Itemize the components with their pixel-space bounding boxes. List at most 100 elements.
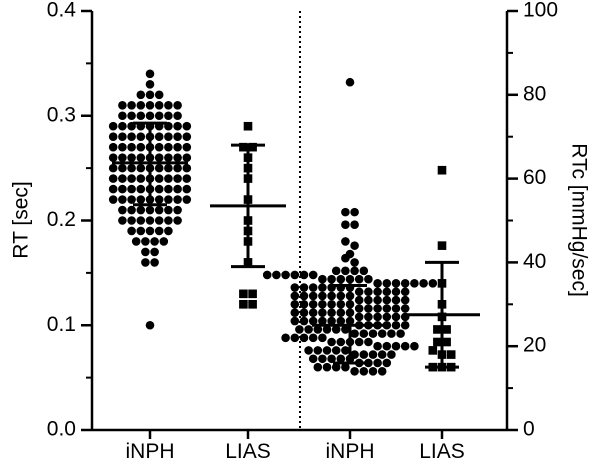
data-point: [382, 287, 392, 297]
data-point: [364, 337, 373, 347]
data-point: [108, 184, 118, 194]
data-point: [341, 220, 350, 229]
data-point: [354, 304, 364, 313]
data-point: [141, 247, 150, 257]
data-point: [136, 184, 146, 194]
data-point: [173, 142, 182, 152]
data-point: [373, 295, 382, 305]
data-point: [308, 300, 318, 309]
data-point: [136, 163, 146, 173]
data-point: [118, 132, 127, 141]
data-point: [145, 69, 155, 79]
data-point: [308, 308, 318, 317]
data-point: [299, 300, 309, 309]
data-point: [136, 153, 146, 162]
data-point: [182, 132, 192, 141]
data-point: [318, 333, 327, 343]
data-point: [350, 207, 359, 217]
data-point: [336, 316, 346, 326]
data-point: [391, 279, 401, 288]
data-point: [164, 153, 173, 162]
data-point: [108, 132, 118, 141]
data-point: [272, 270, 281, 280]
data-point: [290, 316, 300, 326]
data-point: [154, 153, 164, 162]
data-point: [387, 329, 396, 338]
right-axis-title: RTc [mmHg/sec]: [567, 143, 590, 297]
data-point: [127, 132, 136, 141]
data-point: [446, 350, 456, 359]
data-point: [318, 283, 327, 292]
data-point: [136, 132, 146, 141]
data-points: [108, 69, 456, 376]
data-point: [108, 163, 118, 173]
data-point: [182, 142, 192, 152]
data-point: [304, 346, 313, 355]
left-axis-ticks: 0.0 0.1 0.2 0.3 0.4: [47, 0, 92, 441]
data-point: [400, 320, 410, 330]
data-point: [145, 205, 155, 215]
data-point: [354, 274, 364, 284]
data-point: [164, 216, 173, 225]
right-tick-label: 100: [523, 0, 558, 22]
data-point: [364, 304, 373, 313]
data-point: [336, 354, 346, 364]
data-point: [136, 226, 146, 236]
left-tick-label: 0.1: [47, 313, 76, 336]
data-point: [373, 341, 382, 351]
data-point: [239, 300, 248, 309]
data-point: [382, 312, 392, 322]
data-point: [336, 337, 346, 347]
data-point: [108, 153, 118, 162]
data-point: [382, 295, 392, 305]
data-point: [154, 205, 164, 215]
data-point: [173, 132, 182, 141]
data-point: [108, 142, 118, 152]
data-point: [341, 266, 350, 276]
data-point: [141, 237, 150, 246]
data-point: [331, 362, 341, 372]
data-point: [108, 121, 118, 131]
data-point: [154, 142, 164, 152]
data-point: [136, 205, 146, 215]
data-point: [164, 205, 173, 215]
data-point: [318, 316, 327, 326]
data-point: [154, 132, 164, 141]
data-point: [154, 90, 164, 100]
data-point: [145, 100, 155, 110]
data-point: [350, 258, 359, 267]
data-point: [118, 121, 127, 131]
data-point: [377, 367, 387, 376]
x-category-label: iNPH: [125, 440, 174, 463]
data-point: [290, 283, 300, 292]
data-point: [308, 316, 318, 326]
data-point: [127, 163, 136, 173]
data-point: [182, 195, 192, 204]
data-point: [318, 274, 327, 284]
data-point: [136, 90, 146, 100]
data-point: [136, 111, 146, 121]
data-point: [368, 329, 378, 338]
data-point: [145, 216, 155, 225]
right-tick-label: 0: [523, 418, 535, 441]
data-point: [350, 241, 359, 250]
data-point: [164, 111, 173, 121]
data-point: [164, 132, 173, 141]
data-point: [345, 274, 355, 284]
data-point: [433, 325, 442, 334]
data-point: [127, 195, 136, 204]
data-point: [327, 316, 336, 326]
data-point: [391, 304, 401, 313]
left-tick-label: 0.4: [47, 0, 77, 22]
data-point: [136, 195, 146, 204]
data-point: [387, 350, 396, 359]
data-point: [145, 80, 155, 89]
data-point: [364, 287, 373, 297]
data-point: [308, 354, 318, 364]
data-point: [350, 329, 359, 338]
data-point: [341, 346, 350, 355]
mean-sd-bars: [112, 121, 480, 369]
x-category-label: LIAS: [225, 440, 271, 463]
data-point: [108, 174, 118, 183]
